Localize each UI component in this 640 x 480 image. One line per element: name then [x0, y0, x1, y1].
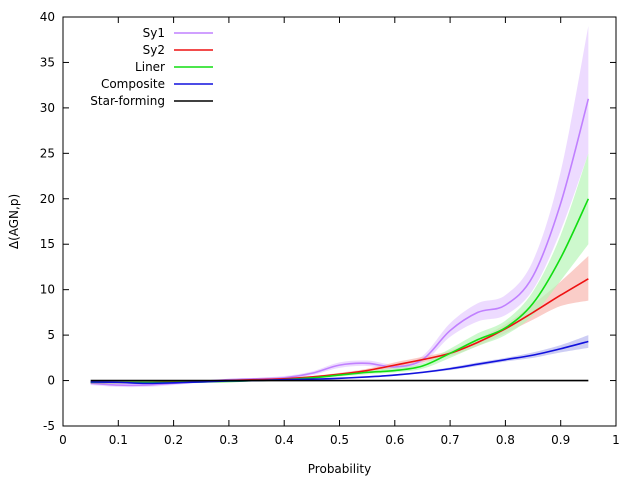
x-tick-label: 0.2	[164, 433, 183, 447]
series-line-composite	[90, 340, 589, 385]
y-tick-label: 0	[47, 374, 55, 388]
legend-label-star-forming: Star-forming	[90, 94, 165, 108]
legend: Sy1 Sy2 Liner Composite Star-forming	[90, 26, 213, 108]
x-tick-label: 0.6	[385, 433, 404, 447]
y-tick-label: 30	[40, 101, 55, 115]
series-lines	[90, 98, 590, 387]
x-tick-label: 0.8	[496, 433, 515, 447]
x-tick-label: 1	[612, 433, 620, 447]
x-tick-label: 0.1	[109, 433, 128, 447]
x-tick-label: 0.5	[330, 433, 349, 447]
axis-tick-labels: 0 0.1 0.2 0.3 0.4 0.5 0.6 0.7 0.8 0.9 1 -5 0 5 10 15 20 2…	[40, 10, 620, 447]
confidence-bands	[90, 26, 589, 388]
x-tick-label: 0.9	[551, 433, 570, 447]
y-tick-label: 40	[40, 10, 55, 24]
y-axis-label: Δ(AGN,p)	[7, 194, 21, 249]
series-line-sy1	[90, 98, 590, 387]
y-tick-label: 10	[40, 283, 55, 297]
y-tick-label: 25	[40, 146, 55, 160]
x-tick-label: 0.7	[441, 433, 460, 447]
x-tick-label: 0	[59, 433, 67, 447]
y-tick-label: 5	[47, 328, 55, 342]
legend-label-sy1: Sy1	[143, 26, 165, 40]
legend-label-composite: Composite	[101, 77, 165, 91]
y-tick-label: -5	[43, 419, 55, 433]
x-axis-label: Probability	[308, 462, 371, 476]
band-sy1	[90, 26, 589, 388]
band-liner	[90, 153, 589, 384]
axis-ticks	[62, 16, 617, 427]
y-tick-label: 35	[40, 55, 55, 69]
legend-label-sy2: Sy2	[143, 43, 165, 57]
x-tick-label: 0.3	[219, 433, 238, 447]
y-tick-label: 15	[40, 237, 55, 251]
legend-label-liner: Liner	[135, 60, 165, 74]
x-tick-label: 0.4	[275, 433, 294, 447]
band-composite	[90, 335, 589, 385]
y-tick-label: 20	[40, 192, 55, 206]
